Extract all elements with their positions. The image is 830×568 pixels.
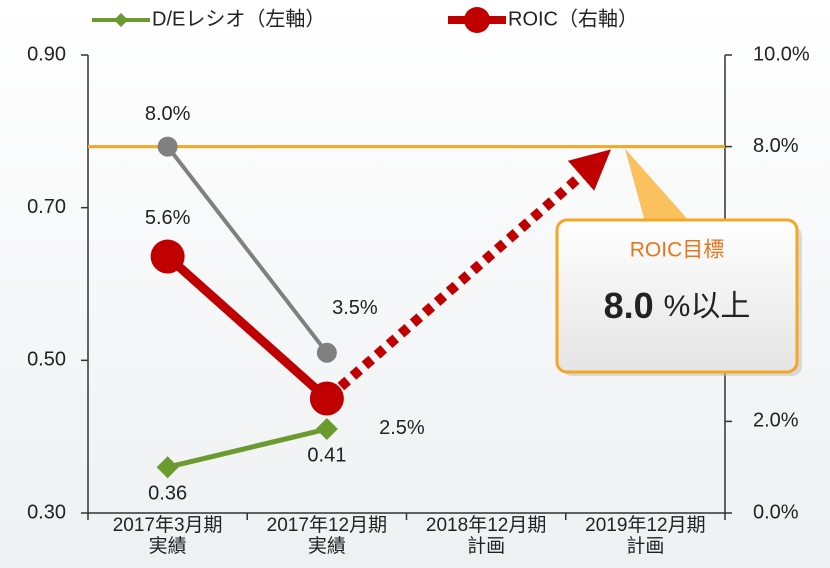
data-label: 0.36 xyxy=(148,482,187,504)
legend-label: ROIC（右軸） xyxy=(508,7,638,30)
data-label: 5.6% xyxy=(145,207,191,229)
data-label: 2.5% xyxy=(379,417,425,439)
x-tick-label: 2018年12月期 計画 xyxy=(425,515,547,557)
data-label: 0.41 xyxy=(307,444,346,466)
x-tick-label-box: 2017年3月期 実績 xyxy=(112,515,223,557)
y2-tick-label: 0.0% xyxy=(753,501,799,523)
y-tick-label: 0.50 xyxy=(27,349,66,371)
marker xyxy=(156,456,179,479)
y-tick-label: 0.70 xyxy=(27,196,66,218)
series-line xyxy=(164,253,330,402)
y-tick-label: 0.90 xyxy=(27,43,66,65)
series-line xyxy=(166,145,329,354)
data-label: 3.5% xyxy=(332,297,378,319)
legend-label: D/Eレシオ（左軸） xyxy=(152,7,325,30)
x-tick-label-box: 2017年12月期 実績 xyxy=(266,515,388,557)
marker xyxy=(157,136,178,157)
callout-pointer xyxy=(625,148,690,222)
legend-marker xyxy=(464,7,490,33)
y2-tick-label: 10.0% xyxy=(753,43,810,65)
y2-tick-label: 8.0% xyxy=(753,135,799,157)
x-tick-label-box: 2018年12月期 計画 xyxy=(425,515,547,557)
callout-suffix: %以上 xyxy=(664,290,751,323)
data-label: 8.0% xyxy=(145,103,191,125)
callout-box xyxy=(555,218,799,374)
callout-value: 8.0 xyxy=(604,285,654,326)
x-tick-label: 2019年12月期 計画 xyxy=(585,515,706,557)
marker xyxy=(316,342,337,363)
y2-tick-label: 2.0% xyxy=(753,410,799,432)
marker xyxy=(309,381,344,416)
x-tick-label-box: 2019年12月期 計画 xyxy=(585,515,706,557)
x-tick-label: 2017年12月期 実績 xyxy=(266,515,388,557)
callout-title: ROIC目標 xyxy=(630,239,725,262)
x-tick-label: 2017年3月期 実績 xyxy=(112,515,223,557)
marker xyxy=(315,418,338,441)
plan-arrow xyxy=(337,149,612,391)
y-tick-label: 0.30 xyxy=(27,501,66,523)
marker xyxy=(150,239,185,274)
legend-marker xyxy=(114,13,128,27)
series-line xyxy=(167,426,328,470)
callout-value-line: 8.0 %以上 xyxy=(604,285,751,326)
